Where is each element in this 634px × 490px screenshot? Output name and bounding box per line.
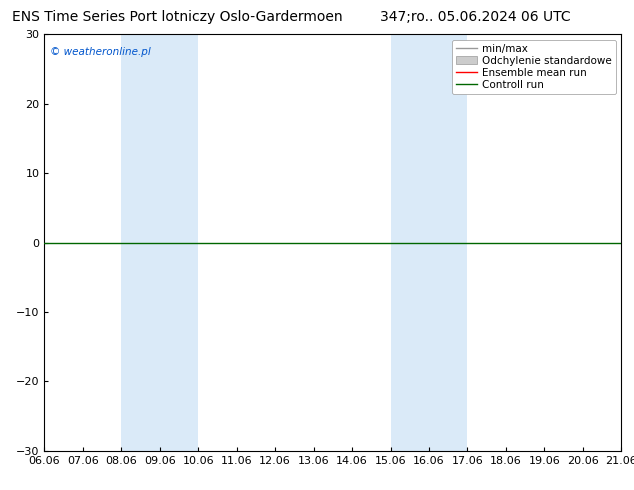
Text: ENS Time Series Port lotniczy Oslo-Gardermoen: ENS Time Series Port lotniczy Oslo-Garde… bbox=[12, 10, 343, 24]
Text: © weatheronline.pl: © weatheronline.pl bbox=[50, 47, 151, 57]
Bar bbox=[391, 34, 467, 451]
Legend: min/max, Odchylenie standardowe, Ensemble mean run, Controll run: min/max, Odchylenie standardowe, Ensembl… bbox=[452, 40, 616, 94]
Bar bbox=[121, 34, 198, 451]
Text: 347;ro.. 05.06.2024 06 UTC: 347;ro.. 05.06.2024 06 UTC bbox=[380, 10, 571, 24]
